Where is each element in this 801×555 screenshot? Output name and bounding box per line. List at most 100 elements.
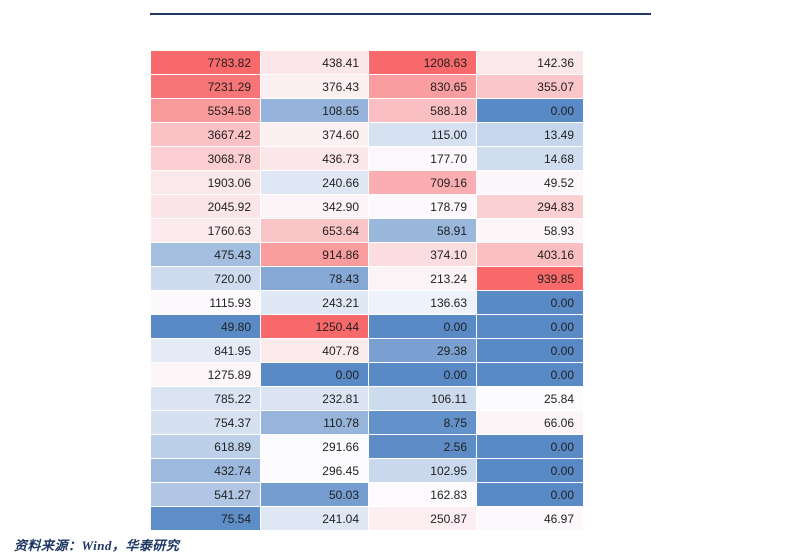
heatmap-cell: 29.38 xyxy=(368,338,477,363)
heatmap-cell: 291.66 xyxy=(260,434,369,459)
table-row: 7783.82 438.41 1208.63 142.36 xyxy=(150,50,584,75)
heatmap-cell: 0.00 xyxy=(476,314,584,339)
heatmap-cell: 3667.42 xyxy=(150,122,261,147)
heatmap-cell: 0.00 xyxy=(476,482,584,507)
table-row: 5534.58 108.65 588.18 0.00 xyxy=(150,98,584,123)
heatmap-cell: 2045.92 xyxy=(150,194,261,219)
table-row: 841.95 407.78 29.38 0.00 xyxy=(150,338,584,363)
heatmap-cell: 102.95 xyxy=(368,458,477,483)
heatmap-cell: 541.27 xyxy=(150,482,261,507)
heatmap-cell: 841.95 xyxy=(150,338,261,363)
heatmap-cell: 50.03 xyxy=(260,482,369,507)
table-row: 1115.93 243.21 136.63 0.00 xyxy=(150,290,584,315)
heatmap-cell: 78.43 xyxy=(260,266,369,291)
heatmap-cell: 177.70 xyxy=(368,146,477,171)
heatmap-cell: 754.37 xyxy=(150,410,261,435)
heatmap-cell: 110.78 xyxy=(260,410,369,435)
heatmap-cell: 25.84 xyxy=(476,386,584,411)
table-row: 541.27 50.03 162.83 0.00 xyxy=(150,482,584,507)
table-row: 754.37 110.78 8.75 66.06 xyxy=(150,410,584,435)
heatmap-cell: 2.56 xyxy=(368,434,477,459)
heatmap-cell: 142.36 xyxy=(476,50,584,75)
heatmap-cell: 115.00 xyxy=(368,122,477,147)
table-row: 3068.78 436.73 177.70 14.68 xyxy=(150,146,584,171)
heatmap-cell: 232.81 xyxy=(260,386,369,411)
heatmap-cell: 8.75 xyxy=(368,410,477,435)
heatmap-cell: 0.00 xyxy=(368,362,477,387)
heatmap-cell: 830.65 xyxy=(368,74,477,99)
heatmap-cell: 58.91 xyxy=(368,218,477,243)
heatmap-cell: 14.68 xyxy=(476,146,584,171)
heatmap-cell: 374.10 xyxy=(368,242,477,267)
table-row: 432.74 296.45 102.95 0.00 xyxy=(150,458,584,483)
heatmap-cell: 653.64 xyxy=(260,218,369,243)
heatmap-cell: 250.87 xyxy=(368,506,477,531)
table-row: 785.22 232.81 106.11 25.84 xyxy=(150,386,584,411)
heatmap-cell: 1115.93 xyxy=(150,290,261,315)
heatmap-cell: 407.78 xyxy=(260,338,369,363)
heatmap-cell: 438.41 xyxy=(260,50,369,75)
heatmap-cell: 5534.58 xyxy=(150,98,261,123)
heatmap-cell: 213.24 xyxy=(368,266,477,291)
heatmap-cell: 75.54 xyxy=(150,506,261,531)
heatmap-cell: 7783.82 xyxy=(150,50,261,75)
table-row: 2045.92 342.90 178.79 294.83 xyxy=(150,194,584,219)
heatmap-cell: 0.00 xyxy=(476,338,584,363)
heatmap-cell: 1903.06 xyxy=(150,170,261,195)
heatmap-cell: 0.00 xyxy=(476,458,584,483)
heatmap-cell: 355.07 xyxy=(476,74,584,99)
heatmap-cell: 49.52 xyxy=(476,170,584,195)
heatmap-cell: 0.00 xyxy=(476,98,584,123)
heatmap-cell: 294.83 xyxy=(476,194,584,219)
heatmap-cell: 106.11 xyxy=(368,386,477,411)
heatmap-cell: 13.49 xyxy=(476,122,584,147)
heatmap-cell: 240.66 xyxy=(260,170,369,195)
heatmap-cell: 374.60 xyxy=(260,122,369,147)
heatmap-cell: 243.21 xyxy=(260,290,369,315)
heatmap-cell: 376.43 xyxy=(260,74,369,99)
table-row: 7231.29 376.43 830.65 355.07 xyxy=(150,74,584,99)
table-row: 75.54 241.04 250.87 46.97 xyxy=(150,506,584,531)
heatmap-cell: 46.97 xyxy=(476,506,584,531)
heatmap-cell: 785.22 xyxy=(150,386,261,411)
heatmap-cell: 1208.63 xyxy=(368,50,477,75)
heatmap-cell: 58.93 xyxy=(476,218,584,243)
table-row: 1903.06 240.66 709.16 49.52 xyxy=(150,170,584,195)
heatmap-cell: 939.85 xyxy=(476,266,584,291)
heatmap-cell: 0.00 xyxy=(368,314,477,339)
heatmap-cell: 588.18 xyxy=(368,98,477,123)
table-row: 1275.89 0.00 0.00 0.00 xyxy=(150,362,584,387)
source-note: 资料来源：Wind，华泰研究 xyxy=(14,538,180,553)
heatmap-cell: 0.00 xyxy=(476,290,584,315)
heatmap-cell: 108.65 xyxy=(260,98,369,123)
table-row: 3667.42 374.60 115.00 13.49 xyxy=(150,122,584,147)
heatmap-cell: 241.04 xyxy=(260,506,369,531)
heatmap-cell: 436.73 xyxy=(260,146,369,171)
heatmap-cell: 296.45 xyxy=(260,458,369,483)
heatmap-cell: 0.00 xyxy=(476,362,584,387)
heatmap-cell: 1250.44 xyxy=(260,314,369,339)
top-divider xyxy=(150,13,651,15)
heatmap-cell: 0.00 xyxy=(260,362,369,387)
heatmap-cell: 914.86 xyxy=(260,242,369,267)
heatmap-cell: 709.16 xyxy=(368,170,477,195)
table-row: 618.89 291.66 2.56 0.00 xyxy=(150,434,584,459)
heatmap-cell: 7231.29 xyxy=(150,74,261,99)
heatmap-cell: 1275.89 xyxy=(150,362,261,387)
heatmap-cell: 475.43 xyxy=(150,242,261,267)
table-row: 720.00 78.43 213.24 939.85 xyxy=(150,266,584,291)
heatmap-cell: 720.00 xyxy=(150,266,261,291)
heatmap-cell: 3068.78 xyxy=(150,146,261,171)
heatmap-table: 7783.82 438.41 1208.63 142.36 7231.29 376.43 8… xyxy=(150,50,584,531)
heatmap-cell: 0.00 xyxy=(476,434,584,459)
table-row: 1760.63 653.64 58.91 58.93 xyxy=(150,218,584,243)
heatmap-cell: 618.89 xyxy=(150,434,261,459)
heatmap-cell: 178.79 xyxy=(368,194,477,219)
heatmap-table-body: 7783.82 438.41 1208.63 142.36 7231.29 376.43 8… xyxy=(150,50,584,531)
heatmap-cell: 66.06 xyxy=(476,410,584,435)
table-row: 475.43 914.86 374.10 403.16 xyxy=(150,242,584,267)
table-row: 49.80 1250.44 0.00 0.00 xyxy=(150,314,584,339)
heatmap-cell: 162.83 xyxy=(368,482,477,507)
heatmap-cell: 432.74 xyxy=(150,458,261,483)
